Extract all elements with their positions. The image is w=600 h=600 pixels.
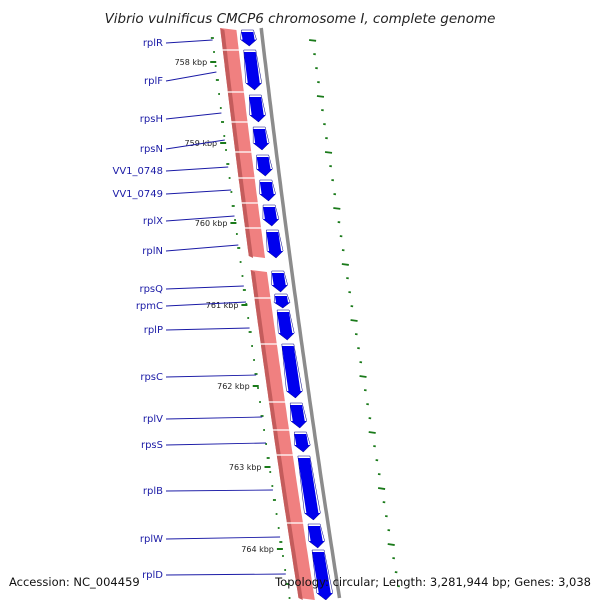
scale-tick-label: 761 kbp [206,301,239,310]
forward-gene-outline [294,431,311,453]
gc-mark-outer [359,375,367,378]
gene-label: rpsQ [139,284,163,295]
gene-label: rplV [143,414,163,425]
forward-gene-arrow [256,157,273,176]
reverse-strand-track [220,28,315,600]
scale-tick-label: 762 kbp [217,382,250,391]
gene-leader-line [165,416,263,420]
forward-gene-arrow [312,552,333,600]
gene-leader-line [165,489,273,492]
forward-gene-outline [262,204,280,227]
forward-gene-outline [297,455,321,521]
forward-gene-outline [256,154,273,177]
gc-mark-outer [368,431,376,434]
gene-label: VV1_0749 [113,189,164,200]
gene-label: VV1_0748 [113,166,164,177]
backbone-track [259,27,342,599]
gene-leader-line [165,39,213,44]
gene-label: rplF [144,76,163,87]
topology-text: Topology: circular; Length: 3,281,944 bp… [274,575,591,589]
gene-leader-line [165,244,239,252]
scale-tick-label: 763 kbp [229,463,262,472]
gene-label: rplP [144,325,163,336]
gc-mark-outer [333,207,341,210]
forward-gene-arrow [240,32,257,46]
forward-gene-arrow [243,52,262,90]
gene-label: rplB [143,486,163,497]
gene-leader-line [165,139,225,150]
reverse-gene-block [220,28,266,258]
forward-gene-arrow [277,312,295,340]
gene-label: rplN [142,246,163,257]
forward-gene-outline [252,126,270,151]
gene-leader-line [165,327,250,331]
gene-labels: rplR rplF rpsH rpsN VV1_0748 VV1_0749 rplX rplN… [113,38,286,581]
scale-tick-label: 760 kbp [195,219,228,228]
gene-label: rplD [142,570,163,581]
reverse-gene-shadow [220,28,254,258]
gene-label: rplW [140,534,163,545]
gene-leader-line [165,71,217,82]
gene-label: rplR [143,38,163,49]
gc-mark-outer [316,95,325,98]
gene-leader-line [165,301,247,307]
reverse-gene-block [250,270,315,600]
scale-tick-label: 764 kbp [241,545,274,554]
forward-gene-arrow [297,458,321,520]
forward-gene-outline [281,343,303,399]
map-title: Vibrio vulnificus CMCP6 chromosome I, co… [105,11,496,27]
gene-leader-line [165,166,229,172]
gc-mark-outer [308,39,317,42]
gene-leader-line [165,215,235,222]
forward-gene-outline [259,179,276,202]
gene-label: rpsN [140,144,163,155]
gc-mark-outer [341,263,349,266]
gene-label: rpsS [141,440,163,451]
forward-gene-outline [248,94,266,123]
forward-gene-arrow [271,273,288,292]
gene-leader-line [165,442,266,446]
forward-gene-arrow [294,434,311,452]
forward-gene-outline [243,49,263,91]
forward-gene-arrow [290,405,307,428]
forward-gene-arrow [274,296,291,308]
gene-leader-line [165,189,232,195]
gene-leader-line [165,374,257,378]
forward-gene-arrow [262,207,279,226]
forward-gene-arrow [259,182,276,201]
forward-gene-outline [311,549,334,600]
forward-gene-outline [307,523,325,549]
gene-leader-line [165,112,222,120]
forward-gene-outline [273,293,291,309]
forward-gene-arrow [308,526,325,548]
forward-gene-arrow [253,129,270,150]
gc-mark-outer [350,319,358,322]
gene-label: rpsH [140,114,163,125]
forward-gene-outline [266,229,284,259]
gc-mark-outer [324,151,333,154]
forward-gene-arrow [249,97,266,122]
gc-content-track [210,37,400,599]
forward-strand-track [240,29,334,600]
forward-gene-outline [271,270,288,293]
backbone-line [259,27,342,599]
reverse-gene-shadow [250,270,303,600]
gc-mark-outer [377,487,386,490]
gene-leader-line [165,573,286,576]
accession-text: Accession: NC_004459 [9,575,140,589]
gc-mark-outer [387,543,395,546]
forward-gene-arrow [266,232,284,258]
forward-gene-outline [289,402,308,429]
gene-leader-line [165,285,244,290]
forward-gene-outline [240,29,257,47]
gene-label: rpmC [136,301,163,312]
gene-leader-line [165,536,281,540]
scale-tick-label: 758 kbp [175,58,208,67]
gene-label: rpsC [140,372,163,383]
forward-gene-arrow [281,346,303,398]
forward-gene-outline [276,309,295,341]
gene-label: rplX [143,216,163,227]
